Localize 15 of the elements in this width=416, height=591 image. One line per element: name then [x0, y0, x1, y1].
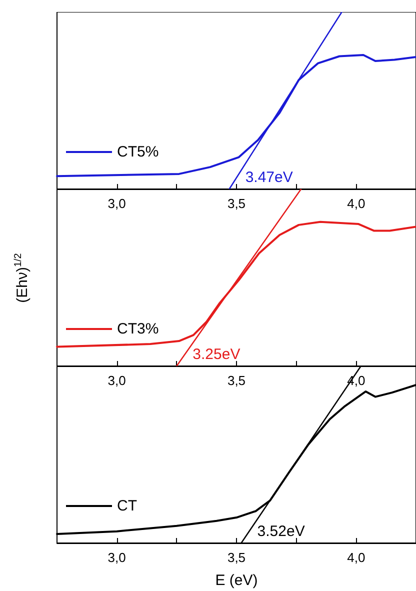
x-tick-label: 3,5	[227, 196, 246, 211]
annotation: 3.25eV	[192, 346, 240, 363]
legend-label: CT5%	[117, 143, 159, 160]
x-tick-label: 3,0	[108, 550, 126, 565]
x-tick-label: 3,0	[108, 196, 126, 211]
x-axis-title: E (eV)	[215, 572, 258, 589]
legend-label: CT	[117, 497, 137, 514]
x-tick-label: 4,0	[347, 196, 366, 211]
x-tick-label: 4,0	[347, 550, 366, 565]
x-tick-label: 3,0	[108, 373, 126, 388]
legend-label: CT3%	[117, 320, 159, 338]
annotation: 3.52eV	[257, 523, 305, 540]
x-tick-label: 3,5	[227, 373, 246, 388]
annotation: 3.47eV	[245, 169, 293, 186]
x-tick-label: 3,5	[227, 550, 246, 565]
